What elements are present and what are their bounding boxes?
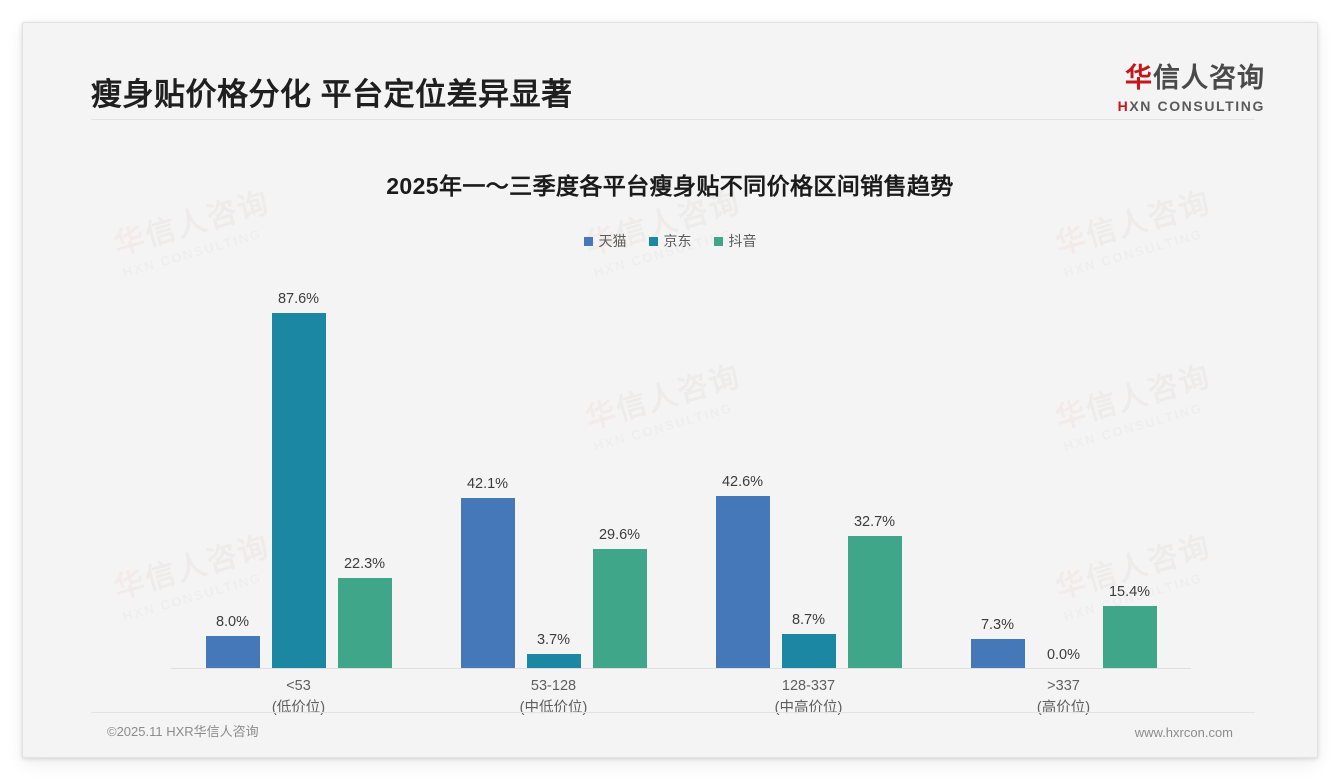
logo-name-rest: 信人咨询 xyxy=(1153,63,1265,93)
bar-groups: 8.0% 87.6% 22.3% 42.1% 3.7% 29.6% 42.6% 8.7% 32.… xyxy=(171,269,1191,669)
bar[interactable] xyxy=(970,639,1025,669)
bar-group: 42.6% 8.7% 32.7% xyxy=(681,269,936,669)
legend-label: 抖音 xyxy=(728,233,757,249)
bar-group: 8.0% 87.6% 22.3% xyxy=(171,269,426,669)
x-axis-label-tier: (中高价位) xyxy=(774,700,843,717)
bar[interactable] xyxy=(847,536,902,669)
x-axis-label: 53-128 (中低价位) xyxy=(426,675,681,720)
header-divider xyxy=(91,119,1255,120)
chart-plot-area: 8.0% 87.6% 22.3% 42.1% 3.7% 29.6% 42.6% 8.7% 32.… xyxy=(171,269,1191,669)
logo-en-rest: XN CONSULTING xyxy=(1129,98,1265,114)
legend-item[interactable]: 天猫 xyxy=(583,231,627,251)
bar-value-label: 22.3% xyxy=(343,556,386,573)
bar-group: 42.1% 3.7% 29.6% xyxy=(426,269,681,669)
x-axis-label-tier: (低价位) xyxy=(271,700,326,717)
bar[interactable] xyxy=(271,312,326,669)
logo-accent-char: 华 xyxy=(1125,63,1153,93)
company-logo: 华信人咨询 HXN CONSULTING xyxy=(1118,65,1265,114)
logo-chinese-name: 华信人咨询 xyxy=(1118,65,1265,92)
x-axis-label-range: <53 xyxy=(286,678,311,694)
chart-container: 2025年一～三季度各平台瘦身贴不同价格区间销售趋势 天猫 京东 抖音 8.0% 87… xyxy=(23,119,1317,719)
slide-frame: 华信人咨询 HXN CONSULTING 华信人咨询 HXN CONSULTIN… xyxy=(22,22,1318,758)
bar-column[interactable]: 3.7% xyxy=(526,269,581,669)
legend-swatch-icon xyxy=(713,236,723,246)
bar-column[interactable]: 8.0% xyxy=(205,269,260,669)
bar[interactable] xyxy=(592,548,647,669)
bar-value-label: 3.7% xyxy=(536,631,571,648)
bar[interactable] xyxy=(526,653,581,669)
bar-column[interactable]: 32.7% xyxy=(847,269,902,669)
bar-value-label: 7.3% xyxy=(980,617,1015,634)
bar-value-label: 87.6% xyxy=(277,290,320,307)
bar-column[interactable]: 22.3% xyxy=(337,269,392,669)
legend-item[interactable]: 京东 xyxy=(648,231,692,251)
bar-column[interactable]: 29.6% xyxy=(592,269,647,669)
x-axis-label: >337 (高价位) xyxy=(936,675,1191,720)
chart-title: 2025年一～三季度各平台瘦身贴不同价格区间销售趋势 xyxy=(386,173,954,199)
bar-value-label: 8.7% xyxy=(791,611,826,628)
bar[interactable] xyxy=(781,633,836,669)
bar-value-label: 42.1% xyxy=(466,475,509,492)
bar-value-label: 42.6% xyxy=(721,473,764,490)
x-axis-label-range: 53-128 xyxy=(530,678,577,694)
chart-legend: 天猫 京东 抖音 xyxy=(23,231,1317,251)
bar-group: 7.3% 0.0% 15.4% xyxy=(936,269,1191,669)
bar-value-label: 15.4% xyxy=(1108,584,1151,601)
x-axis-label-tier: (中低价位) xyxy=(519,700,588,717)
bar-column[interactable]: 8.7% xyxy=(781,269,836,669)
x-axis-labels: <53 (低价位) 53-128 (中低价位) 128-337 (中高价位) >337 (高价… xyxy=(171,675,1191,720)
bar[interactable] xyxy=(460,497,515,669)
bar-value-label: 29.6% xyxy=(598,526,641,543)
bar-column[interactable]: 15.4% xyxy=(1102,269,1157,669)
legend-swatch-icon xyxy=(648,236,658,246)
bar-column[interactable]: 42.1% xyxy=(460,269,515,669)
legend-label: 天猫 xyxy=(598,233,627,249)
bar-value-label: 32.7% xyxy=(853,514,896,531)
x-axis-label: <53 (低价位) xyxy=(171,675,426,720)
x-axis-label-tier: (高价位) xyxy=(1036,700,1091,717)
bar-column[interactable]: 42.6% xyxy=(715,269,770,669)
footer-copyright: ©2025.11 HXR华信人咨询 xyxy=(107,724,259,739)
x-axis-label-range: 128-337 xyxy=(781,678,836,694)
footer-website: www.hxrcon.com xyxy=(1134,725,1233,740)
footer-divider xyxy=(91,712,1255,713)
logo-english-name: HXN CONSULTING xyxy=(1118,99,1265,113)
bar[interactable] xyxy=(205,636,260,669)
x-axis-line xyxy=(171,668,1191,669)
legend-swatch-icon xyxy=(583,236,593,246)
bar[interactable] xyxy=(337,578,392,669)
bar[interactable] xyxy=(1102,606,1157,669)
x-axis-label-range: >337 xyxy=(1047,678,1080,694)
bar-column[interactable]: 0.0% xyxy=(1037,269,1091,669)
slide-header: 瘦身贴价格分化 平台定位差异显著 华信人咨询 HXN CONSULTING xyxy=(23,23,1317,120)
legend-label: 京东 xyxy=(663,233,692,249)
bar-value-label: 8.0% xyxy=(215,614,250,631)
logo-en-accent: H xyxy=(1117,98,1130,114)
bar-column[interactable]: 87.6% xyxy=(271,269,326,669)
bar-column[interactable]: 7.3% xyxy=(970,269,1025,669)
bar-value-label: 0.0% xyxy=(1046,647,1081,663)
page-title: 瘦身贴价格分化 平台定位差异显著 xyxy=(91,77,573,112)
x-axis-label: 128-337 (中高价位) xyxy=(681,675,936,720)
legend-item[interactable]: 抖音 xyxy=(713,231,757,251)
bar[interactable] xyxy=(715,495,770,669)
